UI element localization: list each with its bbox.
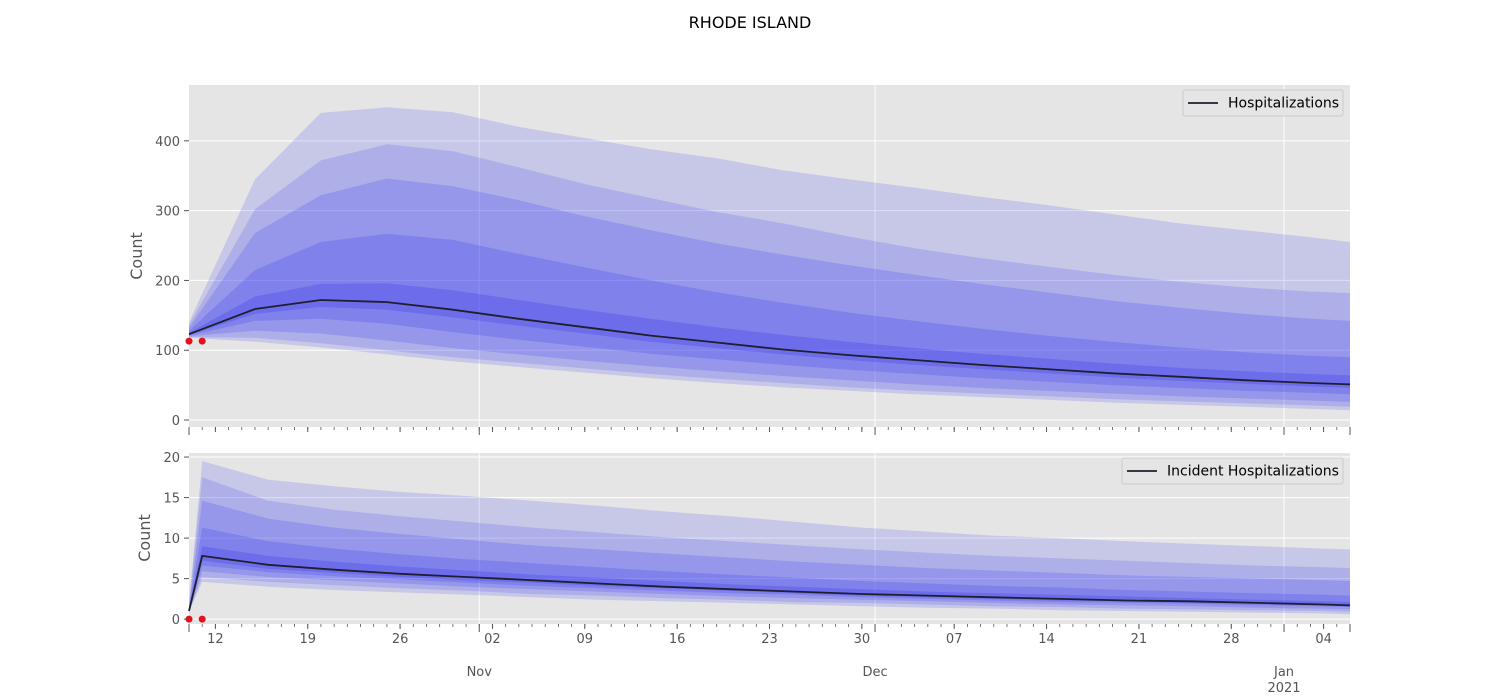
x-tick-label: 23 xyxy=(761,632,778,647)
prediction-band-0.3 xyxy=(189,283,1350,388)
legend-bottom: Incident Hospitalizations xyxy=(1121,457,1344,485)
prediction-band-0.9 xyxy=(189,144,1350,407)
prediction-band-0.95 xyxy=(189,107,1350,411)
y-tick-label: 15 xyxy=(163,492,180,507)
x-month-label: Nov xyxy=(467,665,493,680)
y-tick-label: 0 xyxy=(172,613,180,628)
bands-top xyxy=(189,107,1350,411)
x-month-label: Jan xyxy=(1273,665,1294,680)
prediction-band-0.6 xyxy=(189,527,1350,612)
x-ticks-top xyxy=(188,427,1351,435)
y-tick-label: 0 xyxy=(172,414,180,429)
plot-area-top xyxy=(189,85,1350,427)
y-axis-label-bottom: Count xyxy=(135,514,154,562)
x-ticks-bottom xyxy=(188,624,1351,632)
y-tick-label: 100 xyxy=(155,344,180,359)
y-tick-label: 400 xyxy=(155,135,180,150)
y-tick-label: 10 xyxy=(163,532,180,547)
figure-title: RHODE ISLAND xyxy=(689,13,812,32)
x-tick-label: 28 xyxy=(1223,632,1240,647)
x-month-label: Dec xyxy=(862,665,887,680)
y-tick-label: 20 xyxy=(163,451,180,466)
prediction-band-0.3 xyxy=(189,546,1350,611)
prediction-band-0.6 xyxy=(189,233,1350,395)
prediction-band-0.95 xyxy=(189,461,1350,615)
median-line-bottom xyxy=(188,554,1351,612)
y-tick-label: 200 xyxy=(155,274,180,289)
bands-bottom xyxy=(189,461,1350,615)
y-axis-label-top: Count xyxy=(127,232,146,280)
panel-incident-hospitalizations: 0 5 10 15 20 Count Incident Hospitalizations… xyxy=(135,451,1351,696)
grid-bottom xyxy=(189,453,1350,624)
x-tick-label: 09 xyxy=(577,632,594,647)
x-month-label: 2021 xyxy=(1267,681,1300,696)
y-tick-label: 300 xyxy=(155,205,180,220)
legend-box-bottom xyxy=(1121,457,1344,485)
grid-top xyxy=(189,85,1350,427)
prediction-band-0.8 xyxy=(189,178,1350,402)
legend-box-top xyxy=(1182,89,1344,117)
x-tick-label: 19 xyxy=(299,632,316,647)
y-ticks-top: 0 100 200 300 400 xyxy=(155,135,189,429)
x-tick-label: 07 xyxy=(946,632,963,647)
y-tick-label: 5 xyxy=(172,573,180,588)
x-tick-label: 30 xyxy=(854,632,871,647)
observed-point xyxy=(198,337,206,345)
prediction-band-0.8 xyxy=(189,500,1350,612)
x-tick-label: 02 xyxy=(484,632,501,647)
median-line-top xyxy=(188,299,1351,386)
x-tick-label: 12 xyxy=(207,632,224,647)
observed-points-top xyxy=(185,337,206,345)
panel-hospitalizations: 0 100 200 300 400 Count Hospitalizations xyxy=(127,85,1351,435)
legend-top: Hospitalizations xyxy=(1182,89,1344,117)
x-tick-label: 26 xyxy=(392,632,409,647)
x-tick-label: 14 xyxy=(1038,632,1055,647)
x-tick-label: 21 xyxy=(1131,632,1148,647)
x-tick-label: 16 xyxy=(669,632,686,647)
legend-label-bottom: Incident Hospitalizations xyxy=(1167,464,1339,480)
observed-point xyxy=(185,337,193,345)
x-tick-label: 04 xyxy=(1315,632,1332,647)
observed-point xyxy=(198,615,206,623)
y-ticks-bottom: 0 5 10 15 20 xyxy=(163,451,189,628)
legend-label-top: Hospitalizations xyxy=(1228,96,1339,112)
